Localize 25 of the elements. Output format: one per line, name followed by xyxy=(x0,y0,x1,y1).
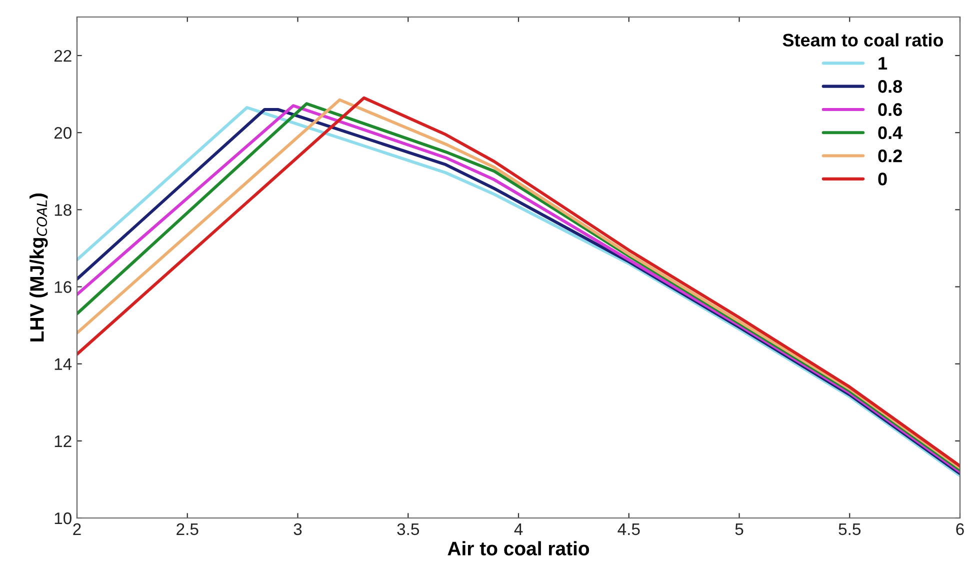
y-tick-label: 18 xyxy=(54,204,72,216)
x-tick-label: 4.5 xyxy=(618,523,640,536)
legend-label: 0 xyxy=(878,172,887,186)
x-tick-label: 3.5 xyxy=(397,523,420,536)
legend-label: 0.2 xyxy=(878,149,902,162)
legend-title: Steam to coal ratio xyxy=(782,33,944,47)
x-axis-title: Air to coal ratio xyxy=(448,541,590,556)
x-tick-label: 2 xyxy=(73,523,81,535)
x-tick-label: 5.5 xyxy=(838,523,861,536)
y-tick-label: 16 xyxy=(54,281,72,293)
x-tick-label: 2.5 xyxy=(176,523,198,536)
x-tick-label: 5 xyxy=(735,523,744,536)
legend-label: 0.6 xyxy=(878,103,902,116)
y-tick-label: 20 xyxy=(54,127,72,139)
legend-label: 0.8 xyxy=(878,80,902,93)
y-tick-label: 12 xyxy=(54,435,72,447)
legend-label: 1 xyxy=(878,57,888,70)
y-tick-label: 14 xyxy=(54,358,72,370)
x-tick-label: 4 xyxy=(514,523,523,535)
y-tick-label: 10 xyxy=(54,512,72,524)
y-axis-title: LHV (MJ/kg$_{COAL}$) xyxy=(30,193,48,342)
y-tick-label: 22 xyxy=(54,50,72,62)
x-tick-label: 6 xyxy=(956,523,964,536)
x-tick-label: 3 xyxy=(294,523,302,536)
legend-label: 0.4 xyxy=(878,126,903,140)
